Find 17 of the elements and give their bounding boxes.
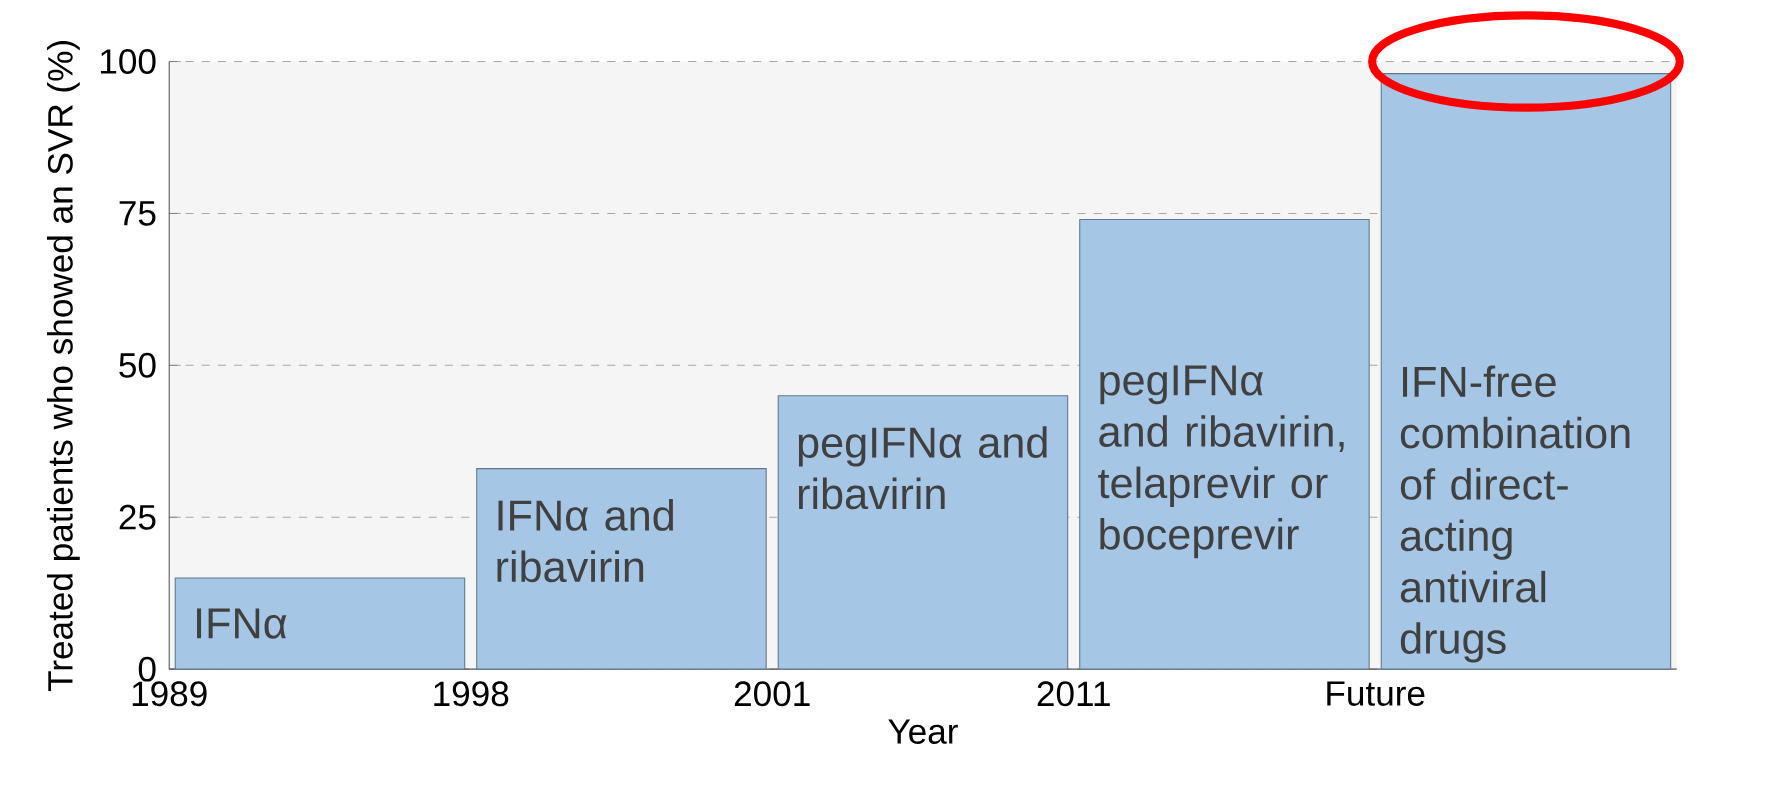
- x-tick-label: Future: [1327, 681, 1425, 707]
- annotation: pegIFNα and ribavirin: [798, 426, 1047, 510]
- annotation: pegIFNα and ribavirin, telaprevir or boceprevir: [1098, 365, 1344, 559]
- y-tick-label: 25: [119, 505, 156, 530]
- y-tick-label: 0: [138, 656, 156, 682]
- y-tick-label: 75: [119, 201, 156, 226]
- y-axis-title: Treated patients who showed an SVR (%): [46, 41, 80, 692]
- x-tick-label: 1998: [434, 681, 509, 707]
- y-tick-label: 100: [100, 49, 156, 75]
- y-tick-label: 50: [119, 353, 156, 379]
- annotation: IFN-free combination of direct-acting antiviral drugs: [1400, 365, 1630, 663]
- x-tick-label: 1989: [132, 681, 207, 707]
- annotation: IFNα and ribavirin: [497, 499, 673, 583]
- x-tick-label: 2001: [734, 681, 810, 707]
- annotation: IFNα: [197, 608, 287, 639]
- x-tick-label: 2011: [1037, 681, 1110, 707]
- x-axis-title: Year: [888, 719, 958, 745]
